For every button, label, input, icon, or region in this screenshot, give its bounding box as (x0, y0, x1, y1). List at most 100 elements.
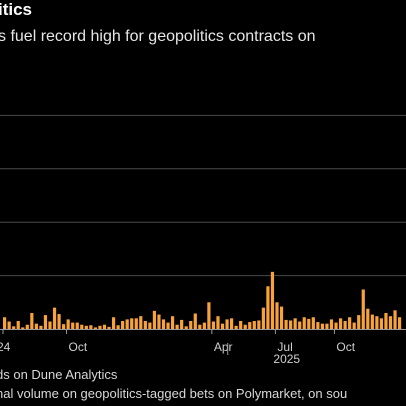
bar (170, 316, 175, 329)
bar (216, 316, 220, 329)
bar (30, 312, 34, 329)
bar (352, 322, 356, 329)
bar (384, 312, 388, 329)
bar (266, 286, 270, 329)
bar (361, 289, 365, 329)
bar (75, 322, 79, 329)
bar (116, 325, 120, 329)
bar (366, 308, 370, 329)
bar (230, 318, 234, 329)
bar (275, 302, 279, 329)
bar (293, 318, 297, 329)
bar (139, 316, 143, 329)
bar (3, 317, 7, 329)
bar (311, 317, 315, 329)
bar (57, 314, 61, 329)
bar (84, 325, 88, 329)
bar (180, 319, 184, 329)
bar (102, 324, 107, 329)
bar (193, 313, 197, 329)
bar (379, 318, 384, 329)
bar (202, 322, 206, 329)
bar (21, 327, 25, 329)
bar (152, 310, 157, 329)
bar (66, 319, 70, 329)
bar (257, 320, 261, 329)
bar (16, 320, 20, 329)
x-tick-label: Jul (277, 340, 292, 354)
bar (39, 325, 43, 329)
bar (111, 317, 116, 329)
bar (320, 323, 324, 329)
chart-subtitle: s fuel record high for geopolitics contr… (0, 28, 316, 45)
chart-title: itics (0, 0, 33, 19)
bar (207, 302, 211, 329)
bar (134, 318, 138, 329)
bar (211, 321, 216, 329)
bar (343, 320, 347, 329)
bar (62, 324, 66, 329)
bar (166, 322, 170, 329)
bar (107, 326, 111, 329)
bar (329, 319, 334, 329)
bar (338, 318, 343, 329)
x-axis-ticks: 24 Oct Apr Jul Oct 2025 (0, 329, 356, 366)
bar (375, 316, 379, 329)
bar (243, 324, 247, 329)
bar (239, 320, 243, 329)
bar (43, 315, 48, 329)
bar (393, 310, 397, 329)
x-year-label: 2025 (273, 352, 300, 366)
bar (184, 326, 188, 329)
bar (143, 320, 147, 329)
bar (220, 323, 225, 329)
footnote: nal volume on geopolitics-tagged bets on… (0, 386, 348, 401)
x-tick-label: Apr (214, 340, 233, 354)
bar (130, 318, 134, 329)
bar (25, 324, 29, 329)
bar (289, 320, 293, 329)
gridlines (0, 114, 406, 277)
bar (357, 315, 361, 329)
bar (121, 320, 125, 329)
bar (52, 307, 57, 329)
bar (248, 322, 252, 329)
bar (93, 327, 97, 329)
source-note: ds on Dune Analytics (0, 367, 118, 382)
bar (316, 322, 320, 329)
bar (225, 319, 229, 329)
bar (325, 323, 329, 329)
bar (348, 317, 352, 329)
bar (284, 319, 288, 329)
bar (307, 318, 311, 329)
bar (80, 324, 84, 329)
bar (157, 314, 161, 329)
bar (370, 314, 374, 329)
bar (261, 307, 265, 329)
bar (98, 325, 102, 329)
bar (189, 320, 193, 329)
bar (161, 319, 166, 329)
x-tick-label: Oct (69, 340, 88, 354)
bars (3, 271, 402, 329)
bar (48, 321, 52, 329)
bar (71, 322, 75, 329)
bar (234, 325, 238, 329)
bar (334, 322, 338, 329)
bar (388, 316, 393, 329)
bar (148, 322, 152, 329)
bar (279, 306, 284, 329)
bar (298, 321, 302, 329)
bar (252, 320, 256, 329)
bar (34, 323, 38, 329)
bar (12, 326, 16, 329)
bar (125, 319, 129, 329)
x-tick-label: 24 (0, 340, 11, 354)
bar (89, 325, 93, 329)
bar (302, 317, 306, 329)
bar (175, 324, 179, 329)
bar (397, 317, 402, 329)
bar (7, 321, 11, 329)
bar (198, 324, 202, 329)
